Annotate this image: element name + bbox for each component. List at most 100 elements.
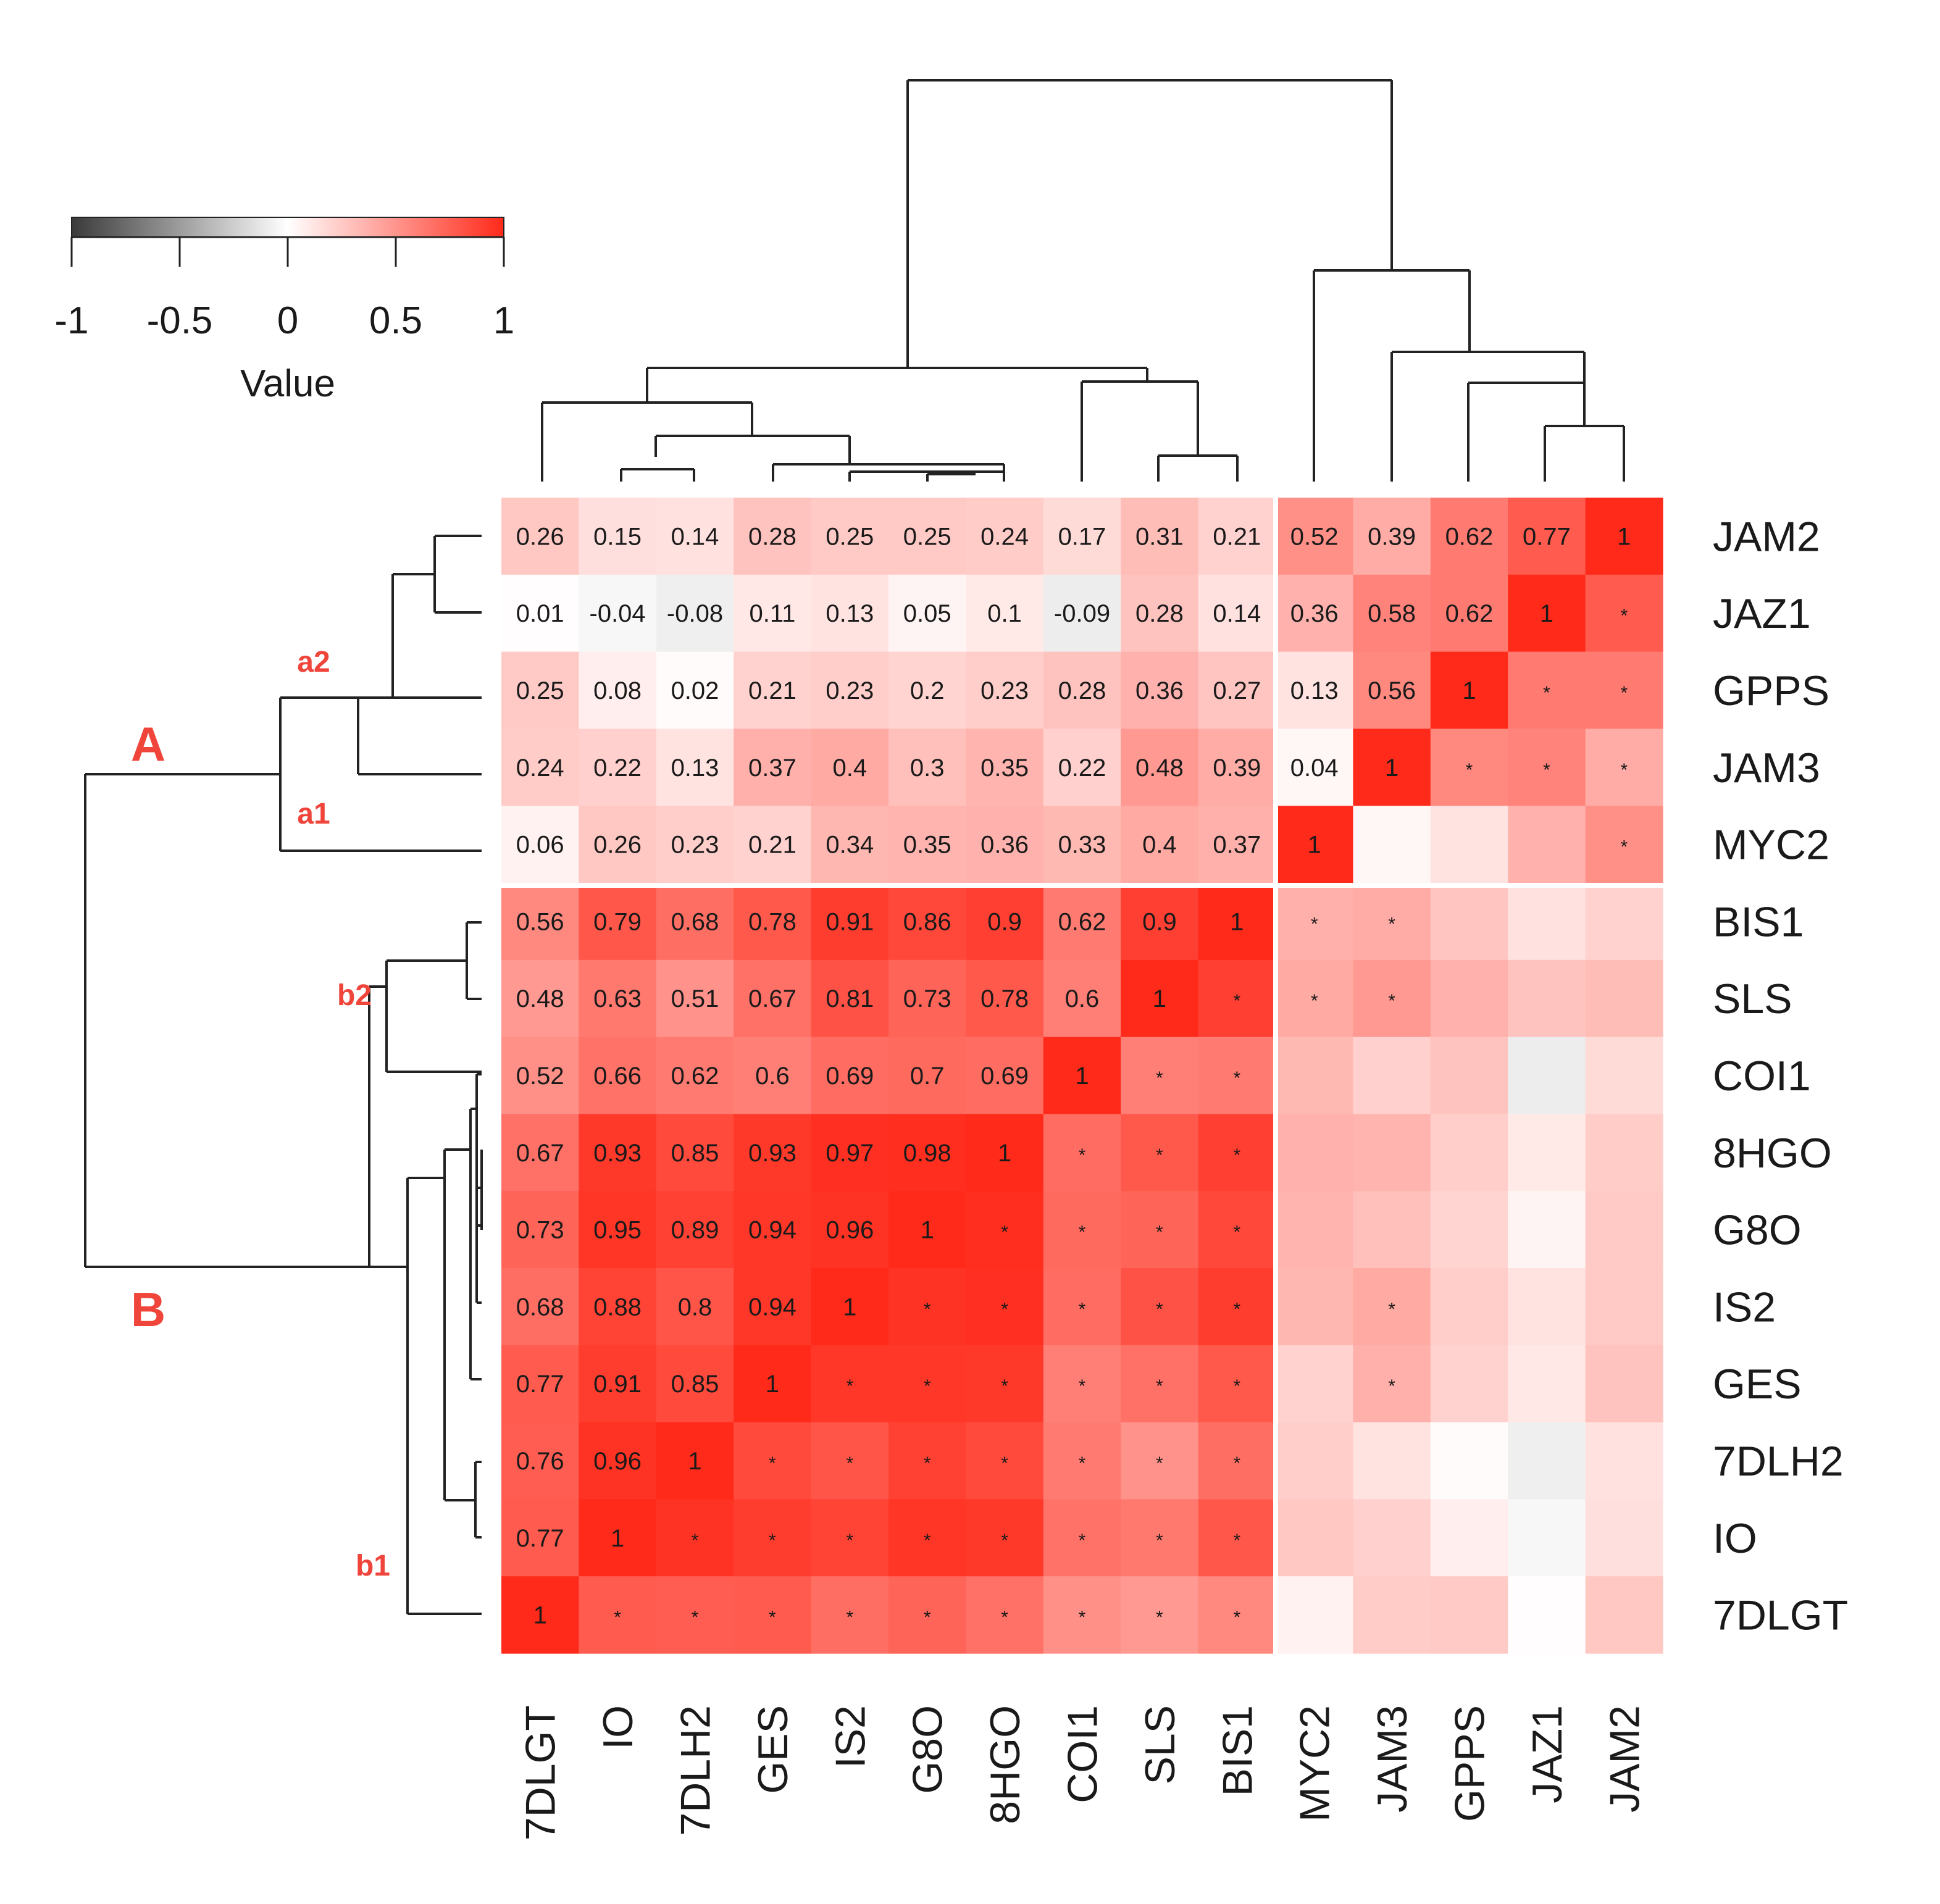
cell-label-IS2-COI1: * xyxy=(1079,1299,1086,1319)
cell-label-JAM3-GES: 0.37 xyxy=(748,754,796,782)
cell-label-GPPS-7DLH2: 0.02 xyxy=(671,677,719,704)
cell-label-BIS1-MYC2: * xyxy=(1311,914,1318,934)
cell-label-7DLGT-7DLGT: 1 xyxy=(533,1602,547,1629)
heatmap-cell-JAZ1-8HGO xyxy=(966,574,1044,653)
heatmap-cell-BIS1-IO xyxy=(579,883,657,961)
cell-label-SLS-MYC2: * xyxy=(1311,991,1318,1011)
heatmap-cell-GES-JAM2 xyxy=(1585,1345,1663,1423)
cell-label-GES-7DLH2: 0.85 xyxy=(671,1371,719,1398)
cell-label-GPPS-COI1: 0.28 xyxy=(1058,677,1106,704)
cell-label-7DLH2-SLS: * xyxy=(1156,1453,1163,1474)
row-dendrogram xyxy=(84,535,483,1615)
cell-label-SLS-7DLH2: 0.51 xyxy=(671,985,719,1013)
cell-label-JAM3-7DLH2: 0.13 xyxy=(671,754,719,782)
cell-label-JAM2-MYC2: 0.52 xyxy=(1290,523,1339,550)
cluster-label-A: A xyxy=(131,717,165,771)
heatmap-cell-JAM3-JAM3 xyxy=(1353,729,1431,806)
heatmap-cell-SLS-G8O xyxy=(888,959,966,1038)
cluster-labels: A B a1 a2 b1 b2 xyxy=(131,646,390,1582)
heatmap-cell-G8O-JAM2 xyxy=(1585,1191,1663,1269)
heatmap-cell-7DLH2-G8O xyxy=(888,1422,966,1500)
cell-label-JAM3-IO: 0.22 xyxy=(593,754,642,782)
cell-label-JAM2-G8O: 0.25 xyxy=(903,523,951,550)
cell-label-COI1-SLS: * xyxy=(1156,1068,1163,1088)
heatmap-cell-IS2-JAM2 xyxy=(1585,1268,1663,1346)
cell-label-7DLH2-8HGO: * xyxy=(1001,1453,1008,1474)
heatmap-cell-SLS-7DLGT xyxy=(501,959,579,1038)
row-label-GPPS: GPPS xyxy=(1713,667,1829,714)
row-label-IO: IO xyxy=(1713,1515,1757,1562)
heatmap-cell-8HGO-SLS xyxy=(1121,1114,1199,1192)
heatmap-cell-JAM2-GES xyxy=(734,498,812,575)
cell-label-8HGO-8HGO: 1 xyxy=(998,1140,1011,1167)
heatmap-cell-IO-GPPS xyxy=(1430,1499,1508,1577)
heatmap-cell-IO-SLS xyxy=(1121,1499,1199,1577)
heatmap-cell-MYC2-GES xyxy=(734,806,812,883)
cell-label-G8O-7DLH2: 0.89 xyxy=(671,1217,719,1244)
heatmap-cell-GES-BIS1 xyxy=(1198,1345,1276,1423)
heatmap-cell-BIS1-8HGO xyxy=(966,883,1044,961)
col-label-G8O: G8O xyxy=(905,1705,951,1794)
heatmap-cell-COI1-GES xyxy=(734,1037,812,1114)
cell-label-BIS1-7DLGT: 0.56 xyxy=(516,908,564,935)
heatmap-cell-GES-JAZ1 xyxy=(1508,1345,1586,1423)
heatmap-cell-GES-IO xyxy=(579,1345,657,1423)
cell-label-IS2-SLS: * xyxy=(1156,1299,1163,1319)
heatmap-cell-MYC2-COI1 xyxy=(1043,806,1121,883)
row-label-IS2: IS2 xyxy=(1713,1284,1776,1330)
heatmap-cell-BIS1-MYC2 xyxy=(1276,883,1353,961)
heatmap-cell-7DLGT-IS2 xyxy=(811,1576,889,1654)
row-labels: JAM2 JAZ1 GPPS JAM3 MYC2 BIS1 SLS COI1 8HGO G8O IS… xyxy=(1713,513,1848,1639)
col-label-8HGO: 8HGO xyxy=(982,1705,1029,1824)
column-dendrogram xyxy=(541,79,1625,482)
heatmap-cell-8HGO-JAM2 xyxy=(1585,1114,1663,1192)
cell-label-SLS-7DLGT: 0.48 xyxy=(516,985,564,1013)
row-label-7DLH2: 7DLH2 xyxy=(1713,1438,1844,1485)
heatmap-cell-SLS-GES xyxy=(734,959,812,1038)
heatmap-cell-GES-GES xyxy=(734,1345,812,1423)
heatmap-cell-IS2-JAZ1 xyxy=(1508,1268,1586,1346)
heatmap-cell-7DLGT-GES xyxy=(734,1576,812,1654)
heatmap-cell-BIS1-GPPS xyxy=(1430,883,1508,961)
cell-label-IO-7DLH2: * xyxy=(692,1530,699,1551)
cell-label-IO-IO: 1 xyxy=(611,1525,624,1552)
heatmap-cell-7DLH2-IO xyxy=(579,1422,657,1500)
heatmap-cell-IS2-JAM3 xyxy=(1353,1268,1431,1346)
heatmap-cell-IO-JAZ1 xyxy=(1508,1499,1586,1577)
cell-label-G8O-COI1: * xyxy=(1079,1222,1086,1243)
heatmap-cell-8HGO-MYC2 xyxy=(1276,1114,1353,1192)
heatmap-cell-G8O-7DLGT xyxy=(501,1191,579,1269)
heatmap-cell-8HGO-7DLGT xyxy=(501,1114,579,1192)
cluster-label-a2: a2 xyxy=(297,646,330,679)
heatmap-cell-SLS-BIS1 xyxy=(1198,959,1276,1038)
cell-label-GPPS-GES: 0.21 xyxy=(748,677,796,704)
heatmap-cell-8HGO-JAZ1 xyxy=(1508,1114,1586,1192)
col-label-COI1: COI1 xyxy=(1060,1705,1106,1803)
heatmap-cell-GPPS-SLS xyxy=(1121,651,1199,729)
cell-label-MYC2-IO: 0.26 xyxy=(593,832,642,859)
heatmap-cell-BIS1-7DLGT xyxy=(501,883,579,961)
cell-label-IS2-7DLH2: 0.8 xyxy=(678,1293,713,1321)
cell-label-8HGO-GES: 0.93 xyxy=(748,1140,796,1167)
heatmap-cell-GES-GPPS xyxy=(1430,1345,1508,1423)
heatmap-cell-G8O-G8O xyxy=(888,1191,966,1269)
cell-label-JAM3-GPPS: * xyxy=(1466,760,1473,780)
colorbar-tick-label--1: -1 xyxy=(54,299,88,342)
heatmap-cell-IS2-G8O xyxy=(888,1268,966,1346)
cell-label-MYC2-8HGO: 0.36 xyxy=(980,832,1029,859)
cluster-label-B: B xyxy=(131,1282,165,1337)
cell-label-8HGO-7DLGT: 0.67 xyxy=(516,1140,564,1167)
cell-label-MYC2-IS2: 0.34 xyxy=(826,832,874,859)
heatmap-cell-7DLH2-7DLGT xyxy=(501,1422,579,1500)
heatmap-cell-JAM3-IS2 xyxy=(811,729,889,806)
cell-label-IS2-7DLGT: 0.68 xyxy=(516,1293,564,1321)
heatmap-cell-IS2-SLS xyxy=(1121,1268,1199,1346)
heatmap-cell-GPPS-JAZ1 xyxy=(1508,651,1586,729)
heatmap-cell-COI1-8HGO xyxy=(966,1037,1044,1114)
cell-label-IO-COI1: * xyxy=(1079,1530,1086,1551)
heatmap-cell-MYC2-JAM3 xyxy=(1353,806,1431,883)
heatmap-cell-JAZ1-7DLGT xyxy=(501,574,579,653)
heatmap-cell-SLS-GPPS xyxy=(1430,959,1508,1038)
heatmap-cell-MYC2-8HGO xyxy=(966,806,1044,883)
cell-label-JAM2-JAZ1: 0.77 xyxy=(1523,523,1571,550)
